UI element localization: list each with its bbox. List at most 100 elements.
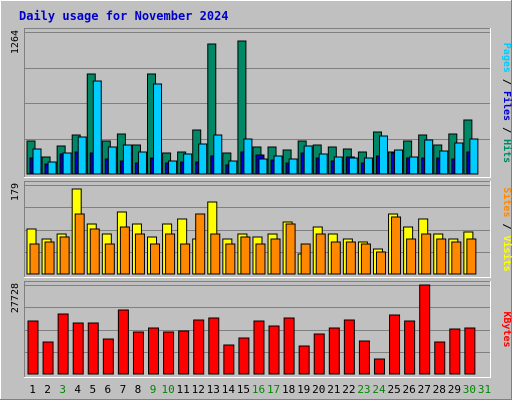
side-legend-part: /: [501, 73, 512, 91]
bar-sites-27: [421, 233, 432, 275]
bar-sites-28: [436, 238, 447, 275]
bar-kbytes-23: [358, 340, 370, 375]
x-tick-label: 8: [135, 383, 142, 396]
bar-pages-17: [273, 155, 283, 175]
bar-kbytes-1: [27, 320, 39, 375]
side-legend-part: KBytes: [501, 311, 512, 347]
y-max-label: 179: [10, 183, 21, 201]
bar-sites-11: [180, 243, 191, 275]
bar-pages-22: [348, 157, 358, 175]
x-tick-label: 3: [59, 383, 66, 396]
bar-sites-10: [165, 233, 176, 275]
bar-sites-7: [119, 226, 130, 275]
bar-sites-13: [210, 233, 221, 275]
y-max-label: 1264: [10, 30, 21, 54]
bar-pages-10: [168, 160, 178, 175]
x-tick-label: 26: [403, 383, 416, 396]
x-tick-label: 25: [387, 383, 400, 396]
bar-kbytes-25: [389, 314, 401, 375]
side-legend: Sites / Visits: [501, 187, 512, 271]
bar-sites-17: [270, 238, 281, 275]
side-legend-part: Hits: [501, 139, 512, 163]
bar-pages-21: [333, 156, 343, 175]
bar-pages-15: [243, 138, 253, 175]
bar-kbytes-20: [313, 333, 325, 375]
x-tick-label: 2: [44, 383, 51, 396]
x-tick-label: 23: [357, 383, 370, 396]
x-tick-label: 11: [177, 383, 190, 396]
bar-pages-28: [439, 150, 449, 175]
bar-kbytes-2: [42, 341, 54, 375]
bar-kbytes-10: [163, 331, 175, 375]
bar-kbytes-26: [404, 320, 416, 375]
bar-kbytes-8: [132, 331, 144, 375]
bar-sites-23: [360, 243, 371, 275]
bar-pages-29: [454, 142, 464, 175]
bar-pages-1: [32, 148, 42, 175]
x-tick-label: 24: [372, 383, 386, 396]
bar-sites-2: [44, 241, 55, 275]
bar-kbytes-27: [419, 284, 431, 375]
bar-pages-18: [288, 158, 298, 175]
bar-sites-16: [255, 243, 266, 275]
bar-kbytes-4: [72, 322, 84, 375]
bar-kbytes-11: [178, 330, 190, 375]
bar-sites-20: [315, 233, 326, 275]
side-legend: KBytes: [501, 311, 512, 347]
bar-pages-16: [258, 158, 268, 175]
x-tick-label: 16: [252, 383, 265, 396]
x-tick-label: 14: [222, 383, 236, 396]
bar-pages-20: [318, 153, 328, 175]
side-legend-part: Files: [501, 91, 512, 121]
bar-pages-11: [183, 153, 193, 175]
x-tick-label: 13: [207, 383, 220, 396]
bar-sites-8: [134, 233, 145, 275]
bar-pages-6: [107, 146, 117, 175]
panel-kbytes: 27728 KBytes: [10, 281, 512, 378]
bar-kbytes-3: [57, 313, 69, 375]
x-tick-label: 9: [150, 383, 157, 396]
panel-hits_files_pages: 1264 Pages / Files / Hits: [10, 28, 512, 178]
bar-sites-18: [285, 223, 296, 275]
x-tick-label: 21: [327, 383, 340, 396]
x-tick-label: 30: [463, 383, 476, 396]
bar-kbytes-16: [253, 320, 265, 375]
bar-pages-4: [77, 136, 87, 175]
x-tick-label: 22: [342, 383, 355, 396]
bar-kbytes-5: [87, 322, 99, 375]
side-legend-part: Sites: [501, 187, 512, 217]
bar-kbytes-15: [238, 337, 250, 375]
side-legend-part: /: [501, 217, 512, 235]
bar-pages-26: [409, 156, 419, 175]
y-max-label: 27728: [10, 283, 21, 313]
bar-pages-27: [424, 139, 434, 175]
bar-pages-30: [469, 138, 479, 175]
bar-pages-8: [137, 151, 147, 175]
x-tick-label: 12: [192, 383, 205, 396]
bar-sites-12: [195, 213, 206, 275]
bar-pages-5: [92, 80, 102, 175]
x-tick-label: 5: [89, 383, 96, 396]
bar-kbytes-13: [208, 317, 220, 375]
bar-pages-13: [213, 134, 223, 175]
bar-sites-21: [330, 241, 341, 275]
x-tick-label: 1: [29, 383, 36, 396]
bar-pages-24: [378, 135, 388, 175]
bar-sites-22: [345, 241, 356, 275]
side-legend-part: Visits: [501, 236, 512, 272]
x-tick-label: 18: [282, 383, 295, 396]
bar-sites-19: [300, 243, 311, 275]
bar-sites-9: [150, 243, 161, 275]
bar-kbytes-17: [268, 325, 280, 375]
bar-kbytes-18: [283, 317, 295, 375]
bar-sites-3: [59, 236, 70, 275]
panel-visits_sites: 179 Sites / Visits: [10, 181, 512, 278]
x-axis-labels: 1 2 3 4 5 6 7 8 9 10 11 12 13 14 15 16 17 18 19 20 21 22 23 24 2…: [29, 383, 491, 396]
bar-pages-3: [62, 152, 72, 175]
x-tick-label: 28: [433, 383, 446, 396]
bar-kbytes-21: [328, 327, 340, 375]
x-tick-label: 6: [105, 383, 112, 396]
bar-kbytes-19: [298, 345, 310, 375]
